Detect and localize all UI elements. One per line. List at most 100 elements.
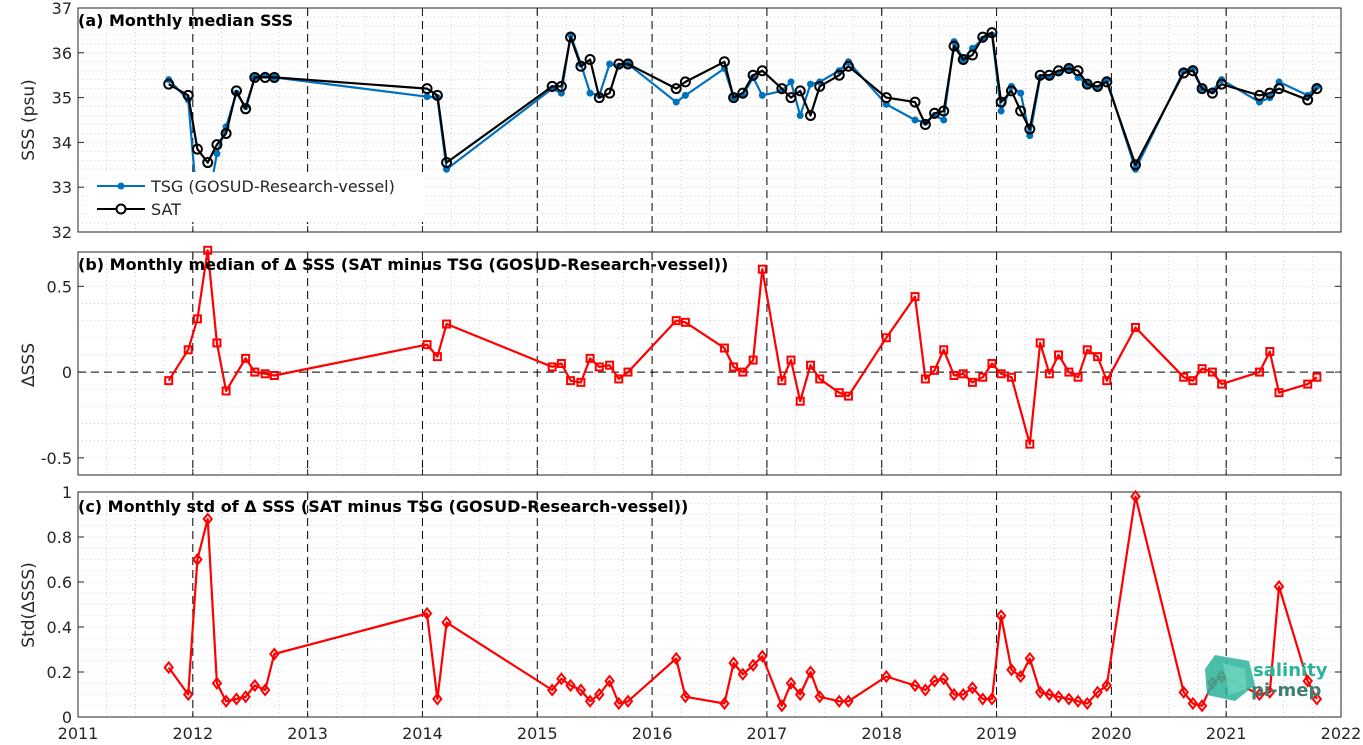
grid-group (78, 251, 1341, 476)
data-point (787, 78, 795, 86)
x-tick-label: 2015 (517, 724, 558, 743)
data-point (909, 678, 921, 693)
data-point (1196, 83, 1208, 95)
panel-b-title: (b) Monthly median of Δ SSS (SAT minus T… (78, 255, 728, 274)
data-point (757, 649, 768, 663)
data-point (957, 54, 969, 66)
plot-background (78, 252, 1341, 475)
data-point (614, 374, 624, 384)
data-point (432, 692, 443, 706)
data-point (938, 105, 950, 117)
data-point (756, 65, 768, 77)
data-point (977, 31, 989, 43)
data-point (1035, 338, 1045, 348)
data-point (1303, 379, 1313, 389)
data-point (1178, 685, 1189, 699)
data-point (1312, 372, 1322, 382)
data-point (556, 672, 567, 686)
data-point (555, 80, 567, 92)
y-tick-label: 0.8 (47, 528, 72, 547)
data-point (729, 362, 739, 372)
data-point (805, 665, 816, 679)
data-point (1216, 78, 1228, 90)
data-point (1254, 687, 1265, 702)
data-point (1044, 369, 1054, 379)
data-point (757, 264, 767, 274)
data-point (843, 391, 853, 401)
data-point (220, 694, 232, 708)
data-point (584, 54, 596, 66)
data-point (1101, 76, 1113, 88)
x-tick-label: 2014 (402, 724, 443, 743)
data-point (1207, 367, 1217, 377)
data-point (919, 118, 931, 130)
data-point (211, 139, 223, 151)
x-tick-label: 2011 (58, 724, 99, 743)
data-point (833, 694, 845, 708)
data-point (421, 606, 433, 621)
data-point (1302, 94, 1314, 106)
data-point (623, 367, 633, 377)
data-point (269, 371, 279, 381)
data-point (794, 687, 806, 702)
data-point (546, 683, 558, 697)
data-point (220, 127, 232, 139)
y-tick-label: 34 (52, 133, 72, 152)
data-point (957, 687, 969, 702)
panel-c-title: (c) Monthly std of Δ SSS (SAT minus TSG … (78, 497, 688, 516)
y-tick-label: 36 (52, 44, 72, 63)
data-point (795, 396, 805, 406)
data-point (1092, 685, 1103, 699)
data-point (240, 690, 251, 704)
legend-box (88, 172, 425, 222)
axes-frame (77, 491, 1342, 718)
legend-tsg-marker (117, 182, 125, 190)
data-point (777, 376, 787, 386)
data-point (594, 362, 604, 372)
logo-text-pimep: pi-mep (1251, 680, 1321, 701)
data-point (269, 647, 280, 661)
data-point (1265, 346, 1275, 356)
data-point (948, 687, 960, 702)
data-point (212, 338, 222, 348)
logo-text-salinity: salinity (1253, 660, 1328, 681)
data-point (1264, 685, 1276, 699)
data-point (996, 369, 1006, 379)
x-tick-label: 2021 (1206, 724, 1247, 743)
data-point (1015, 669, 1026, 684)
data-point (1217, 379, 1227, 389)
x-tick-label: 2013 (287, 724, 328, 743)
data-point (814, 80, 826, 92)
data-point (1179, 372, 1189, 382)
data-point (431, 89, 443, 101)
data-point (796, 112, 804, 120)
data-point (728, 656, 739, 670)
data-point (911, 116, 919, 124)
x-tick-label: 2020 (1091, 724, 1132, 743)
data-point (680, 690, 691, 704)
data-point (423, 93, 431, 101)
data-point (622, 694, 634, 708)
data-point (1072, 65, 1084, 77)
panel-a-ylabel: SSS (psu) (19, 79, 39, 160)
data-point (260, 369, 270, 379)
data-point (1081, 78, 1093, 90)
y-tick-label: 35 (52, 89, 72, 108)
data-point (929, 674, 940, 688)
data-point (1101, 678, 1113, 693)
data-point (807, 80, 815, 88)
y-tick-label: 0.6 (47, 573, 72, 592)
data-point (1043, 69, 1055, 81)
data-point (758, 91, 766, 99)
panel-c: 0 0.2 0.4 0.6 0.8 1 2011 2012 2013 2014 2015 2016 20… (19, 483, 1361, 743)
data-point (1082, 345, 1092, 355)
data-point (221, 386, 231, 396)
data-point (1253, 89, 1265, 101)
data-point (881, 333, 891, 343)
data-point (842, 60, 854, 72)
data-point (737, 667, 749, 681)
data-point (575, 683, 587, 697)
data-point (680, 317, 690, 327)
data-point (1081, 696, 1093, 711)
data-point (833, 69, 845, 81)
